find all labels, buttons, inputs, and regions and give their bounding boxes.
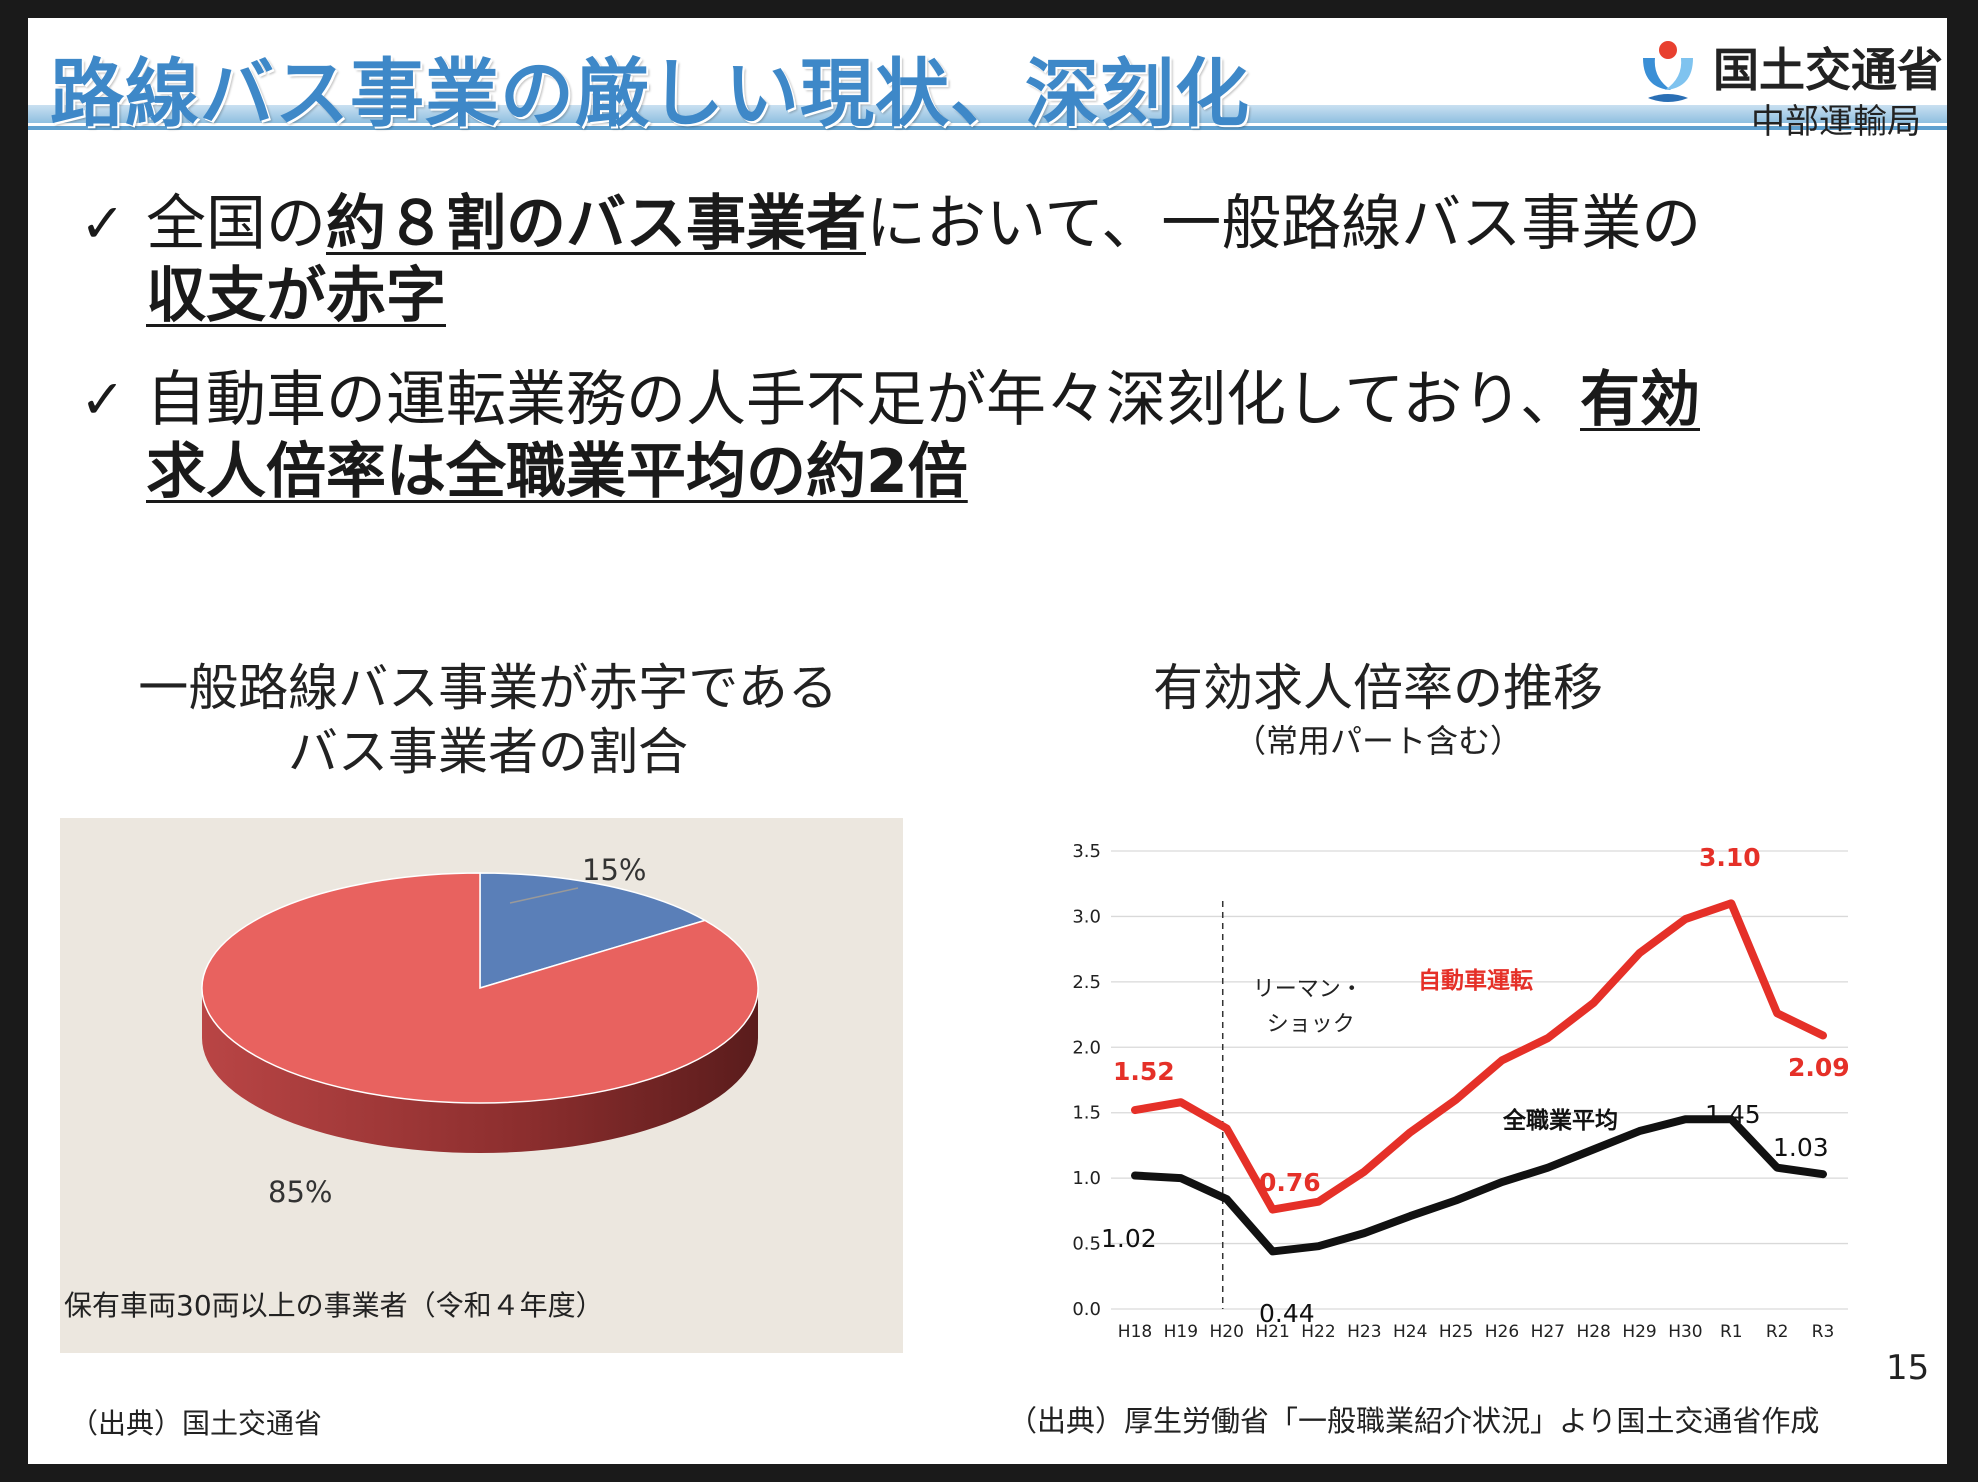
x-tick-label: H19 <box>1164 1322 1198 1342</box>
y-tick-label: 3.0 <box>1072 906 1101 927</box>
mlit-logo: 国土交通省 中部運輸局 <box>1633 28 1943 142</box>
page-title: 路線バス事業の厳しい現状、深刻化 <box>50 51 1250 137</box>
line-chart-subtitle: （常用パート含む） <box>1233 722 1522 760</box>
data-label-all-jobs: 1.45 <box>1705 1100 1761 1129</box>
pie-note: 保有車両30両以上の事業者（令和４年度） <box>64 1289 604 1322</box>
bullet-2-emphasis-b: 求人倍率は全職業平均の約2倍 <box>146 437 968 507</box>
org-sub: 中部運輸局 <box>1751 102 1921 142</box>
x-tick-label: R1 <box>1720 1322 1743 1342</box>
y-tick-label: 0.5 <box>1072 1234 1101 1255</box>
data-label-all-jobs: 0.44 <box>1259 1299 1315 1328</box>
pie-slice-85 <box>201 872 759 1104</box>
x-tick-label: H22 <box>1301 1322 1335 1342</box>
y-tick-label: 1.0 <box>1072 1168 1101 1189</box>
x-tick-label: R2 <box>1766 1322 1789 1342</box>
bullet-1-text-a: 全国の <box>146 189 326 259</box>
bullet-2-text-a: 自動車の運転業務の人手不足が年々深刻化しており、 <box>146 365 1580 435</box>
bullet-2-emphasis-a: 有効 <box>1580 365 1700 435</box>
y-tick-label: 0.0 <box>1072 1299 1101 1320</box>
x-tick-label: R3 <box>1812 1322 1835 1342</box>
series-line-all-jobs <box>1131 1115 1827 1256</box>
pie-chart-panel: 15% 85% 保有車両30両以上の事業者（令和４年度） <box>60 818 903 1353</box>
x-tick-label: H20 <box>1210 1322 1244 1342</box>
bullet-2-line-1: 自動車の運転業務の人手不足が年々深刻化しており、有効 <box>146 364 1700 436</box>
series-label-driver: 自動車運転 <box>1418 967 1533 994</box>
lehman-annotation: ショック <box>1267 1012 1355 1037</box>
data-label-driver: 1.52 <box>1113 1057 1175 1086</box>
x-tick-label: H24 <box>1393 1322 1427 1342</box>
pie-label-85: 85% <box>268 1175 332 1209</box>
bullet-2-line-2: 求人倍率は全職業平均の約2倍 <box>146 436 968 508</box>
pie-chart: 15% 85% <box>201 853 759 1209</box>
bullet-1-line-1: 全国の約８割のバス事業者において、一般路線バス事業の <box>146 188 1701 260</box>
data-label-all-jobs: 1.02 <box>1101 1224 1157 1253</box>
pie-title-line-2: バス事業者の割合 <box>288 723 688 781</box>
mlit-emblem-icon <box>1643 41 1693 102</box>
y-tick-label: 2.5 <box>1072 972 1101 993</box>
title-band-line <box>28 126 1947 130</box>
x-tick-label: H23 <box>1347 1322 1381 1342</box>
y-tick-label: 1.5 <box>1072 1103 1101 1124</box>
bullet-1-emphasis-a: 約８割のバス事業者 <box>326 189 866 259</box>
x-tick-label: H21 <box>1255 1322 1289 1342</box>
title-band <box>28 105 1947 123</box>
pie-leader-line <box>509 887 579 904</box>
page-number: 15 <box>1886 1348 1930 1388</box>
line-chart-source: （出典）厚生労働省「一般職業紹介状況」より国土交通省作成 <box>1008 1404 1820 1438</box>
line-chart: 0.0 0.5 1.0 1.5 2.0 2.5 3.0 3.5 H18 H19 H20 H21 H22 H… <box>1072 841 1850 1342</box>
x-tick-label: H25 <box>1439 1322 1473 1342</box>
pie-source: （出典）国土交通省 <box>70 1407 323 1440</box>
data-label-all-jobs: 1.03 <box>1773 1133 1829 1162</box>
pie-slice-15 <box>479 872 707 990</box>
lehman-annotation: リーマン・ <box>1253 977 1363 1002</box>
check-icon: ✓ <box>80 368 126 431</box>
data-label-driver: 3.10 <box>1699 843 1761 872</box>
org-name: 国土交通省 <box>1713 43 1943 97</box>
x-tick-label: H27 <box>1531 1322 1565 1342</box>
y-tick-label: 2.0 <box>1072 1037 1101 1058</box>
x-tick-label: H29 <box>1622 1322 1656 1342</box>
slide: 路線バス事業の厳しい現状、深刻化 国土交通省 中部運輸局 ✓ 全国の約８割のバス… <box>28 18 1947 1464</box>
data-label-driver: 2.09 <box>1788 1053 1850 1082</box>
bullet-1-line-2: 収支が赤字 <box>146 260 446 332</box>
y-tick-label: 3.5 <box>1072 841 1101 862</box>
data-label-driver: 0.76 <box>1259 1168 1321 1197</box>
bullet-1-text-b: において、一般路線バス事業の <box>866 189 1702 259</box>
bullet-1-emphasis-b: 収支が赤字 <box>146 261 446 331</box>
x-tick-label: H28 <box>1576 1322 1610 1342</box>
series-line-driver <box>1131 899 1827 1214</box>
check-icon: ✓ <box>80 192 126 255</box>
x-tick-label: H30 <box>1668 1322 1702 1342</box>
line-chart-title: 有効求人倍率の推移 <box>1153 659 1603 717</box>
pie-label-15: 15% <box>582 853 646 887</box>
x-tick-label: H18 <box>1118 1322 1152 1342</box>
pie-title-line-1: 一般路線バス事業が赤字である <box>138 659 838 717</box>
x-tick-label: H26 <box>1485 1322 1519 1342</box>
pie-side <box>202 988 758 1153</box>
series-label-all-jobs: 全職業平均 <box>1502 1107 1618 1134</box>
